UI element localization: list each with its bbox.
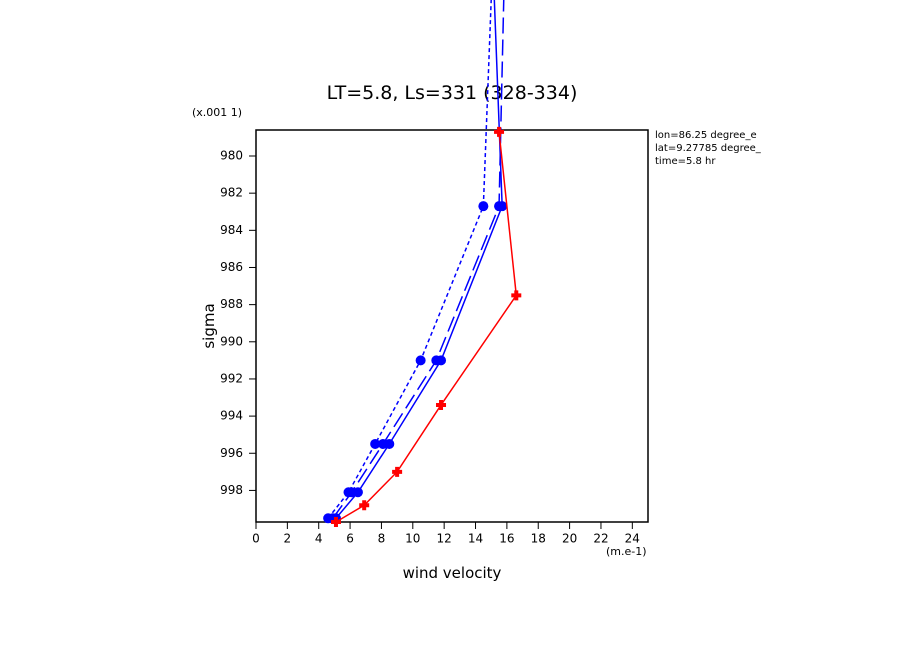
line — [332, 0, 505, 519]
x-tick-label: 14 — [468, 532, 483, 546]
y-tick-label: 984 — [220, 223, 243, 237]
y-axis-label: sigma — [200, 303, 218, 348]
marker — [511, 290, 522, 301]
y-tick-label: 988 — [220, 297, 243, 311]
x-axis-label: wind velocity — [403, 564, 502, 582]
x-tick-label: 22 — [593, 532, 608, 546]
y-tick-label: 990 — [220, 334, 243, 348]
annotation: lat=9.27785 degree_ — [655, 143, 762, 154]
line — [327, 0, 492, 519]
marker — [478, 201, 489, 212]
y-tick-label: 980 — [220, 149, 243, 163]
y-units: (x.001 1) — [192, 106, 242, 119]
y-tick-label: 998 — [220, 483, 243, 497]
marker — [378, 438, 389, 449]
marker — [436, 399, 447, 410]
x-tick-label: 12 — [437, 532, 452, 546]
x-tick-label: 24 — [625, 532, 640, 546]
x-tick-label: 8 — [378, 532, 386, 546]
y-tick-label: 992 — [220, 371, 243, 385]
marker — [346, 487, 357, 498]
annotation: lon=86.25 degree_e — [655, 130, 757, 141]
x-units: (m.e-1) — [606, 545, 647, 558]
annotation: time=5.8 hr — [655, 156, 716, 167]
x-tick-label: 2 — [284, 532, 292, 546]
x-tick-label: 0 — [252, 532, 260, 546]
marker — [392, 466, 403, 477]
x-tick-label: 4 — [315, 532, 323, 546]
x-tick-label: 16 — [499, 532, 514, 546]
plot-frame — [255, 129, 649, 523]
y-tick-label: 982 — [220, 186, 243, 200]
x-tick-label: 20 — [562, 532, 577, 546]
marker — [431, 355, 442, 366]
x-tick-label: 6 — [346, 532, 354, 546]
marker — [415, 355, 426, 366]
y-tick-label: 986 — [220, 260, 243, 274]
y-tick-label: 994 — [220, 409, 243, 423]
y-tick-label: 996 — [220, 446, 243, 460]
marker — [359, 500, 370, 511]
marker — [370, 438, 381, 449]
line — [335, 131, 518, 523]
chart-title: LT=5.8, Ls=331 (328-334) — [327, 82, 578, 104]
x-tick-label: 10 — [405, 532, 420, 546]
x-tick-label: 18 — [531, 532, 546, 546]
marker — [494, 201, 505, 212]
marker — [330, 517, 341, 527]
line — [335, 0, 503, 519]
marker — [494, 126, 505, 137]
